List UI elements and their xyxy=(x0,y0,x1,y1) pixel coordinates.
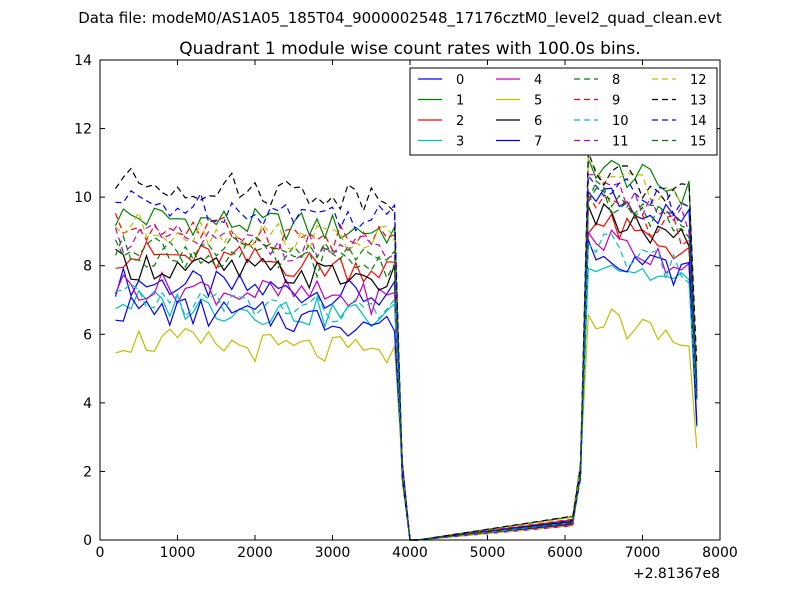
legend-label-8: 8 xyxy=(612,73,620,88)
series-line-7 xyxy=(115,239,698,541)
series-line-4 xyxy=(114,229,698,541)
series-line-11 xyxy=(114,174,698,541)
y-tick-label: 8 xyxy=(83,259,92,275)
legend-label-6: 6 xyxy=(534,114,542,129)
legend-label-11: 11 xyxy=(612,135,629,150)
x-tick-label: 0 xyxy=(96,545,105,561)
legend-label-13: 13 xyxy=(690,94,707,109)
x-tick-label: 1000 xyxy=(160,545,196,561)
chart-title: Quadrant 1 module wise count rates with … xyxy=(179,39,640,59)
y-tick-label: 2 xyxy=(83,464,92,480)
series-line-15 xyxy=(114,179,698,541)
y-tick-label: 10 xyxy=(74,190,92,206)
y-tick-label: 6 xyxy=(83,327,92,343)
legend-label-7: 7 xyxy=(534,135,542,150)
legend-label-15: 15 xyxy=(690,135,707,150)
legend-label-5: 5 xyxy=(534,94,542,109)
series-line-2 xyxy=(115,213,698,541)
y-tick-label: 4 xyxy=(83,396,92,412)
legend-label-2: 2 xyxy=(456,114,464,129)
legend-label-14: 14 xyxy=(690,114,707,129)
legend-label-0: 0 xyxy=(456,73,464,88)
x-tick-label: 6000 xyxy=(547,545,583,561)
legend-label-3: 3 xyxy=(456,135,464,150)
x-tick-label: 3000 xyxy=(315,545,351,561)
series-line-6 xyxy=(115,202,698,541)
legend-label-4: 4 xyxy=(534,73,542,88)
x-offset-label: +2.81367e8 xyxy=(633,566,720,582)
x-tick-label: 4000 xyxy=(392,545,428,561)
series-line-10 xyxy=(115,233,698,541)
figure-suptitle: Data file: modeM0/AS1A05_185T04_90000025… xyxy=(78,9,722,27)
y-tick-label: 14 xyxy=(74,53,92,69)
x-tick-label: 7000 xyxy=(625,545,661,561)
legend-label-1: 1 xyxy=(456,94,464,109)
x-tick-label: 5000 xyxy=(470,545,506,561)
series-line-14 xyxy=(115,173,698,541)
legend-label-9: 9 xyxy=(612,94,620,109)
series-line-5 xyxy=(115,308,698,541)
x-tick-label: 8000 xyxy=(702,545,738,561)
series-line-1 xyxy=(114,158,698,541)
legend-label-10: 10 xyxy=(612,114,629,129)
legend-label-12: 12 xyxy=(690,73,707,88)
y-tick-label: 0 xyxy=(83,533,92,549)
x-tick-label: 2000 xyxy=(237,545,273,561)
series-line-12 xyxy=(115,156,698,541)
y-tick-label: 12 xyxy=(74,122,92,138)
series-line-13 xyxy=(115,151,698,541)
